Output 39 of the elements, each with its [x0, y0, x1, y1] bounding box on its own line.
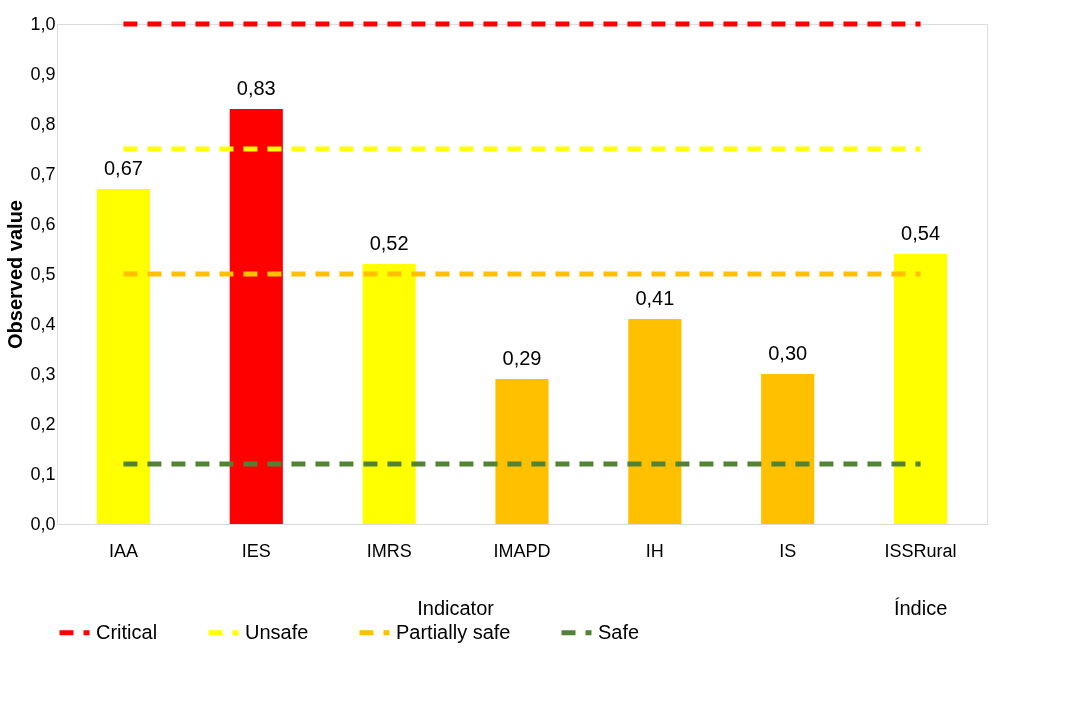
y-tick-label: 0,7	[30, 163, 56, 184]
bar	[894, 254, 948, 524]
y-tick-label: 0,6	[30, 213, 56, 234]
y-tick-label: 0,8	[30, 113, 56, 134]
text: Indicator	[417, 597, 495, 619]
x-tick-label: IMAPD	[493, 540, 551, 561]
x-tick-label: IAA	[108, 540, 138, 561]
x-tick-label: IMRS	[366, 540, 412, 561]
legend-label: Critical	[96, 620, 158, 643]
text: Índice	[893, 597, 948, 619]
y-tick-label: 0,1	[30, 463, 56, 484]
data-label: 0,67	[103, 157, 143, 179]
x-tick-label: ISSRural	[884, 540, 957, 561]
bar	[761, 374, 815, 524]
y-tick-label: 0,3	[30, 363, 56, 384]
y-tick-label: 1,0	[30, 13, 56, 34]
data-label: 0,52	[369, 232, 409, 254]
data-label: 0,30	[768, 342, 808, 364]
y-tick-label: 0,9	[30, 63, 56, 84]
y-tick-label: 0,5	[30, 263, 56, 284]
x-tick-label: IES	[241, 540, 271, 561]
legend-label: Unsafe	[245, 620, 309, 643]
y-tick-label: 0,4	[30, 313, 56, 334]
x-tick-label: IH	[645, 540, 664, 561]
x-tick-label: IS	[779, 540, 797, 561]
data-label: 0,29	[502, 347, 542, 369]
bar	[628, 319, 682, 524]
data-label: 0,83	[236, 77, 276, 99]
bar	[362, 264, 416, 524]
legend-label: Partially safe	[396, 620, 511, 643]
bar	[495, 379, 549, 524]
y-tick-label: 0,0	[30, 513, 56, 534]
y-axis-title: Observed value	[4, 200, 27, 349]
bar	[229, 109, 283, 524]
legend-label: Safe	[598, 620, 640, 643]
bar	[96, 189, 150, 524]
data-label: 0,41	[635, 287, 675, 309]
data-label: 0,54	[901, 222, 941, 244]
y-tick-label: 0,2	[30, 413, 56, 434]
